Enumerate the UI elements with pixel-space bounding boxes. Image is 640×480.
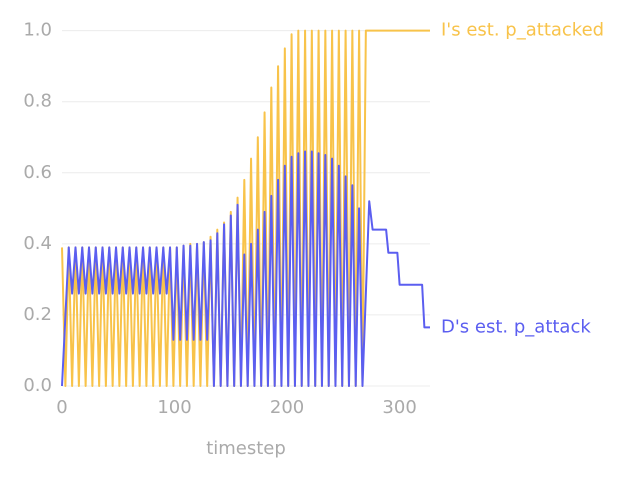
- x-tick-label: 300: [382, 397, 416, 418]
- y-tick-label: 0.4: [23, 233, 52, 254]
- x-tick-label: 0: [56, 397, 67, 418]
- y-tick-label: 1.0: [23, 20, 52, 41]
- series-label: I's est. p_attacked: [441, 20, 604, 41]
- y-tick-label: 0.8: [23, 91, 52, 112]
- y-tick-label: 0.0: [23, 375, 52, 396]
- x-tick-label: 100: [157, 397, 191, 418]
- x-tick-label: 200: [270, 397, 304, 418]
- y-tick-label: 0.2: [23, 304, 52, 325]
- x-axis-label: timestep: [206, 438, 286, 459]
- y-tick-label: 0.6: [23, 162, 52, 183]
- series-line: [61, 150, 430, 387]
- series-label: D's est. p_attack: [441, 316, 591, 337]
